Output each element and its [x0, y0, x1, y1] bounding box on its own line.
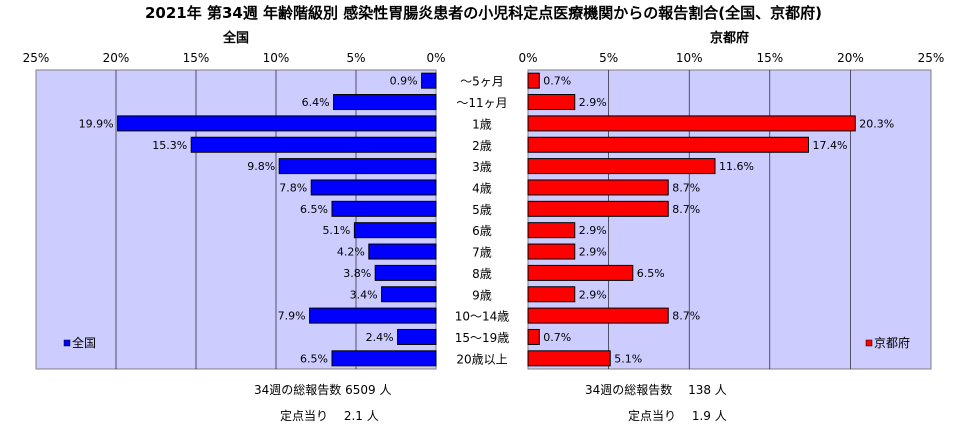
category-label: 3歳 [472, 160, 492, 174]
national-bar-label: 6.5% [300, 352, 328, 365]
national-x-tick-label: 0% [426, 51, 445, 65]
kyoto-bar [527, 200, 669, 217]
kyoto-bar [527, 286, 576, 303]
national-bar-label: 4.2% [337, 246, 365, 259]
category-label: 10～14歳 [455, 310, 510, 324]
kyoto-x-tick-label: 5% [599, 51, 618, 65]
national-bar-label: 15.3% [152, 139, 187, 152]
kyoto-legend-label: 京都府 [874, 335, 910, 350]
kyoto-bar-label: 2.9% [579, 224, 607, 237]
category-label: ～5ヶ月 [460, 75, 504, 89]
kyoto-bar [527, 94, 576, 111]
national-bar-label: 2.4% [366, 331, 394, 344]
national-bar-label: 19.9% [79, 117, 114, 130]
national-bar-label: 7.9% [278, 310, 306, 323]
kyoto-bar-label: 2.9% [579, 96, 607, 109]
national-bar [309, 307, 437, 324]
national-bar [353, 222, 437, 239]
kyoto-plot-area [527, 69, 932, 370]
category-label: 8歳 [472, 267, 492, 281]
national-bar [331, 200, 437, 217]
national-bar [374, 264, 437, 281]
national-x-tick-label: 10% [263, 51, 290, 65]
category-label: 6歳 [472, 224, 492, 238]
national-bar-label: 9.8% [247, 160, 275, 173]
category-label: 9歳 [472, 288, 492, 302]
national-plot-area [35, 69, 437, 370]
national-bar [397, 328, 437, 345]
kyoto-bar-label: 8.7% [672, 203, 700, 216]
kyoto-bar-label: 2.9% [579, 246, 607, 259]
kyoto-bar-label: 0.7% [543, 75, 571, 88]
category-label: 5歳 [472, 203, 492, 217]
kyoto-bar-label: 6.5% [637, 267, 665, 280]
chart-title: 2021年 第34週 年齢階級別 感染性胃腸炎患者の小児科定点医療機関からの報告… [144, 4, 822, 22]
kyoto-x-tick-label: 10% [676, 51, 703, 65]
kyoto-total-reports: 34週の総報告数 138 人 [585, 383, 727, 397]
kyoto-bar-label: 2.9% [579, 288, 607, 301]
kyoto-bar-label: 8.7% [672, 310, 700, 323]
kyoto-bar [527, 136, 809, 153]
category-label: 7歳 [472, 246, 492, 260]
kyoto-bar [527, 179, 669, 196]
category-label: 4歳 [472, 181, 492, 195]
kyoto-bar [527, 222, 576, 239]
national-per-site: 定点当り 2.1 人 [280, 409, 379, 423]
kyoto-bar-label: 17.4% [812, 139, 847, 152]
kyoto-bar [527, 307, 669, 324]
kyoto-panel-title: 京都府 [709, 31, 749, 46]
national-bar [381, 286, 437, 303]
kyoto-bar-label: 11.6% [719, 160, 754, 173]
national-x-tick-label: 20% [103, 51, 130, 65]
kyoto-bar [527, 243, 576, 260]
kyoto-bar [527, 328, 540, 345]
national-legend-swatch [63, 339, 71, 347]
kyoto-bar-label: 0.7% [543, 331, 571, 344]
national-legend-label: 全国 [72, 335, 96, 350]
national-bar-label: 3.4% [350, 288, 378, 301]
national-bar [190, 136, 437, 153]
national-total-reports: 34週の総報告数 6509 人 [254, 383, 392, 397]
kyoto-bar [527, 350, 611, 367]
national-bar-label: 7.8% [279, 181, 307, 194]
national-bar [331, 350, 437, 367]
kyoto-x-tick-label: 0% [518, 51, 537, 65]
national-bar [333, 94, 437, 111]
category-label: 15～19歳 [455, 331, 510, 345]
national-bar-label: 6.4% [302, 96, 330, 109]
kyoto-legend-swatch [865, 339, 873, 347]
kyoto-x-tick-label: 15% [756, 51, 783, 65]
national-bar [278, 158, 437, 175]
kyoto-x-tick-label: 20% [837, 51, 864, 65]
category-label: 1歳 [472, 117, 492, 131]
kyoto-bar [527, 115, 856, 132]
kyoto-bar [527, 158, 716, 175]
kyoto-bar-label: 8.7% [672, 181, 700, 194]
category-label: 20歳以上 [456, 352, 507, 366]
national-bar [421, 72, 437, 89]
kyoto-bar-label: 5.1% [614, 352, 642, 365]
national-bar-label: 6.5% [300, 203, 328, 216]
national-bar [368, 243, 437, 260]
national-x-tick-label: 25% [23, 51, 50, 65]
category-label: 2歳 [472, 139, 492, 153]
kyoto-bar-label: 20.3% [859, 117, 894, 130]
national-bar-label: 0.9% [390, 75, 418, 88]
national-bar [117, 115, 437, 132]
category-label: ～11ヶ月 [456, 96, 507, 110]
kyoto-bar [527, 264, 634, 281]
kyoto-x-tick-label: 25% [918, 51, 945, 65]
national-bar-label: 5.1% [322, 224, 350, 237]
national-bar-label: 3.8% [343, 267, 371, 280]
national-panel-title: 全国 [222, 31, 249, 46]
national-x-tick-label: 5% [346, 51, 365, 65]
national-bar [310, 179, 437, 196]
kyoto-per-site: 定点当り 1.9 人 [628, 409, 727, 423]
national-x-tick-label: 15% [183, 51, 210, 65]
kyoto-bar [527, 72, 540, 89]
